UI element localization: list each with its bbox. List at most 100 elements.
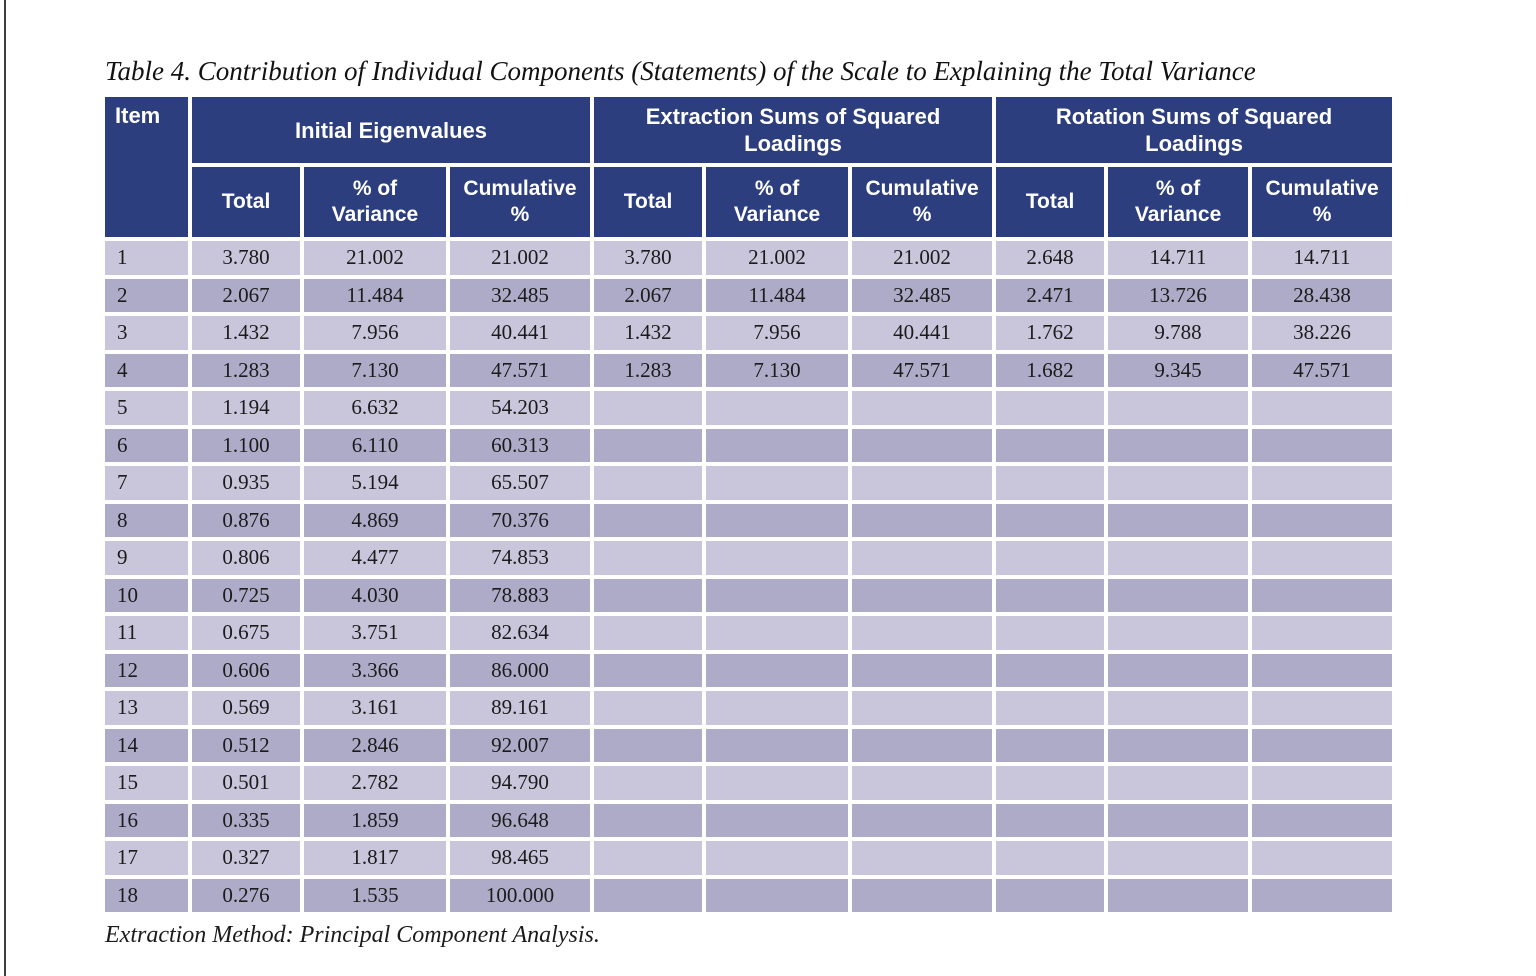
initial-cumulative-cell: 70.376 [448, 501, 593, 539]
initial-pct-variance-cell: 6.110 [302, 426, 448, 464]
initial-cumulative-cell: 94.790 [448, 764, 593, 802]
group-header-extraction-sums: Extraction Sums of Squared Loadings [592, 95, 995, 165]
rotation-pct-variance-cell [1106, 614, 1251, 652]
initial-total-cell: 0.335 [190, 801, 302, 839]
rotation-pct-variance-cell [1106, 426, 1251, 464]
initial-pct-variance-cell: 4.869 [302, 501, 448, 539]
initial-pct-variance-cell: 1.817 [302, 839, 448, 877]
rotation-cumulative-cell [1250, 876, 1395, 914]
table-row: 1 3.780 21.002 21.002 3.780 21.002 21.00… [103, 239, 1395, 277]
extraction-pct-variance-cell [704, 614, 851, 652]
initial-cumulative-cell: 92.007 [448, 726, 593, 764]
table-header: Item Initial Eigenvalues Extraction Sums… [103, 95, 1395, 239]
sub-header-pct-variance: % of Variance [704, 165, 851, 239]
rotation-total-cell [994, 764, 1107, 802]
extraction-cumulative-cell [850, 426, 995, 464]
item-cell: 14 [103, 726, 190, 764]
extraction-total-cell [592, 839, 705, 877]
item-cell: 3 [103, 314, 190, 352]
rotation-total-cell [994, 689, 1107, 727]
group-header-rotation-sums: Rotation Sums of Squared Loadings [994, 95, 1395, 165]
rotation-cumulative-cell [1250, 539, 1395, 577]
initial-total-cell: 0.935 [190, 464, 302, 502]
table-row: 7 0.935 5.194 65.507 [103, 464, 1395, 502]
rotation-cumulative-cell [1250, 501, 1395, 539]
initial-cumulative-cell: 21.002 [448, 239, 593, 277]
item-cell: 1 [103, 239, 190, 277]
extraction-cumulative-cell: 47.571 [850, 351, 995, 389]
extraction-total-cell [592, 764, 705, 802]
rotation-cumulative-cell [1250, 651, 1395, 689]
initial-pct-variance-cell: 2.846 [302, 726, 448, 764]
table-row: 18 0.276 1.535 100.000 [103, 876, 1395, 914]
extraction-cumulative-cell [850, 464, 995, 502]
initial-total-cell: 0.276 [190, 876, 302, 914]
initial-cumulative-cell: 47.571 [448, 351, 593, 389]
extraction-pct-variance-cell: 21.002 [704, 239, 851, 277]
initial-total-cell: 1.194 [190, 389, 302, 427]
item-cell: 11 [103, 614, 190, 652]
initial-cumulative-cell: 60.313 [448, 426, 593, 464]
initial-total-cell: 1.432 [190, 314, 302, 352]
initial-pct-variance-cell: 5.194 [302, 464, 448, 502]
initial-pct-variance-cell: 6.632 [302, 389, 448, 427]
initial-pct-variance-cell: 7.130 [302, 351, 448, 389]
rotation-pct-variance-cell [1106, 389, 1251, 427]
initial-pct-variance-cell: 2.782 [302, 764, 448, 802]
table-row: 8 0.876 4.869 70.376 [103, 501, 1395, 539]
sub-header-cumulative-pct: Cumulative % [448, 165, 593, 239]
table-row: 10 0.725 4.030 78.883 [103, 576, 1395, 614]
initial-total-cell: 0.606 [190, 651, 302, 689]
item-cell: 18 [103, 876, 190, 914]
extraction-cumulative-cell [850, 576, 995, 614]
extraction-total-cell [592, 726, 705, 764]
rotation-total-cell [994, 839, 1107, 877]
table-row: 9 0.806 4.477 74.853 [103, 539, 1395, 577]
initial-total-cell: 0.675 [190, 614, 302, 652]
rotation-total-cell: 2.471 [994, 276, 1107, 314]
rotation-total-cell [994, 389, 1107, 427]
initial-cumulative-cell: 54.203 [448, 389, 593, 427]
extraction-cumulative-cell [850, 839, 995, 877]
extraction-pct-variance-cell: 7.956 [704, 314, 851, 352]
initial-pct-variance-cell: 11.484 [302, 276, 448, 314]
rotation-cumulative-cell [1250, 464, 1395, 502]
extraction-pct-variance-cell [704, 801, 851, 839]
table-row: 15 0.501 2.782 94.790 [103, 764, 1395, 802]
rotation-cumulative-cell [1250, 576, 1395, 614]
extraction-cumulative-cell [850, 539, 995, 577]
extraction-cumulative-cell [850, 501, 995, 539]
extraction-cumulative-cell [850, 389, 995, 427]
table-row: 13 0.569 3.161 89.161 [103, 689, 1395, 727]
initial-cumulative-cell: 74.853 [448, 539, 593, 577]
item-cell: 12 [103, 651, 190, 689]
sub-header-cumulative-pct: Cumulative % [1250, 165, 1395, 239]
extraction-pct-variance-cell [704, 764, 851, 802]
initial-pct-variance-cell: 3.161 [302, 689, 448, 727]
initial-pct-variance-cell: 4.030 [302, 576, 448, 614]
rotation-total-cell [994, 876, 1107, 914]
sub-header-total: Total [994, 165, 1107, 239]
rotation-pct-variance-cell [1106, 726, 1251, 764]
extraction-cumulative-cell [850, 801, 995, 839]
initial-cumulative-cell: 82.634 [448, 614, 593, 652]
initial-pct-variance-cell: 3.366 [302, 651, 448, 689]
sub-header-cumulative-pct: Cumulative % [850, 165, 995, 239]
rotation-total-cell [994, 464, 1107, 502]
rotation-cumulative-cell [1250, 839, 1395, 877]
extraction-total-cell: 2.067 [592, 276, 705, 314]
group-header-row: Item Initial Eigenvalues Extraction Sums… [103, 95, 1395, 239]
extraction-pct-variance-cell [704, 876, 851, 914]
extraction-cumulative-cell [850, 689, 995, 727]
extraction-total-cell [592, 389, 705, 427]
extraction-cumulative-cell: 40.441 [850, 314, 995, 352]
sub-header-row: Total % of Variance Cumulative % Total %… [103, 165, 1395, 239]
rotation-pct-variance-cell [1106, 464, 1251, 502]
extraction-pct-variance-cell [704, 389, 851, 427]
table-row: 14 0.512 2.846 92.007 [103, 726, 1395, 764]
rotation-pct-variance-cell [1106, 689, 1251, 727]
group-header-initial-eigenvalues: Initial Eigenvalues [190, 95, 593, 165]
initial-total-cell: 0.569 [190, 689, 302, 727]
table-row: 6 1.100 6.110 60.313 [103, 426, 1395, 464]
